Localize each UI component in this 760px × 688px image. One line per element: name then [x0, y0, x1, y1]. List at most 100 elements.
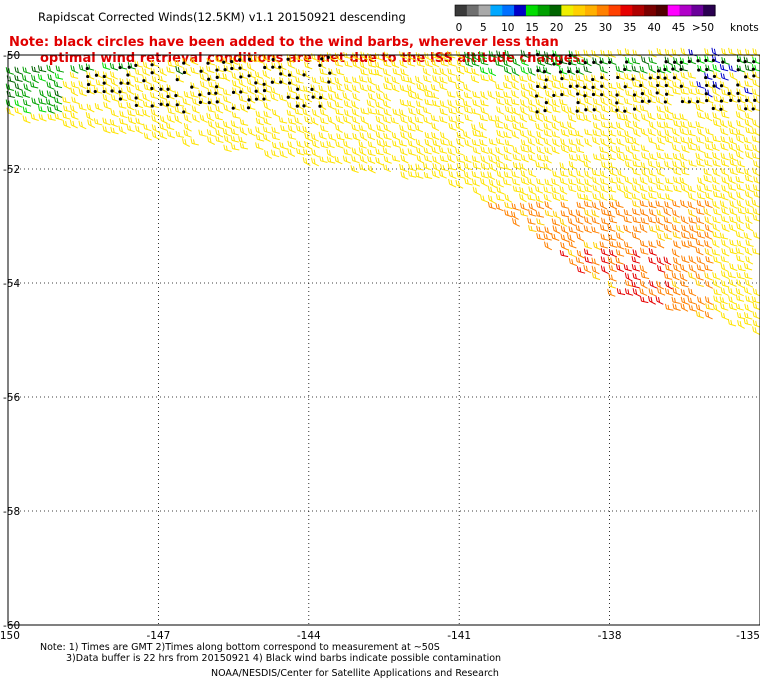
wind-barb [448, 139, 457, 149]
wind-barb [480, 146, 489, 154]
wind-barb [632, 249, 641, 258]
wind-barb [382, 100, 392, 109]
wind-barb [534, 185, 544, 194]
wind-barb [424, 138, 433, 148]
wind-barb [704, 136, 714, 143]
wind-barb [560, 129, 570, 137]
quality-flag-circle [672, 76, 677, 80]
wind-barb [624, 160, 634, 169]
wind-barb [592, 122, 602, 131]
quality-flag-circle [584, 108, 588, 112]
quality-flag-circle [615, 108, 619, 112]
wind-barb [695, 103, 704, 113]
wind-barb [688, 288, 697, 297]
wind-barb [576, 138, 585, 147]
wind-barb [728, 302, 738, 311]
wind-barb [544, 226, 553, 235]
wind-barb [528, 225, 537, 232]
quality-flag-circle [535, 110, 539, 114]
wind-barb [543, 129, 552, 138]
wind-barb [728, 295, 737, 305]
wind-barb [535, 122, 544, 132]
wind-barb [704, 231, 713, 240]
wind-barb [344, 132, 353, 140]
wind-barb [320, 117, 329, 125]
wind-barb [631, 281, 640, 289]
wind-barb [440, 59, 449, 67]
wind-barb [601, 161, 610, 170]
wind-barb [559, 169, 569, 177]
wind-barb [238, 94, 247, 103]
quality-flag-circle [560, 76, 564, 81]
wind-barb [647, 216, 657, 224]
wind-barb [631, 57, 641, 65]
wind-barb [456, 171, 465, 179]
wind-barb [151, 131, 160, 140]
quality-flag-circle [736, 68, 740, 72]
wind-barb [695, 272, 704, 281]
wind-barb [102, 94, 111, 103]
wind-barb [729, 71, 738, 81]
wind-barb [78, 64, 88, 72]
quality-flag-circle [166, 87, 170, 91]
quality-flag-circle [190, 85, 194, 89]
legend-swatch [466, 5, 480, 16]
wind-barb [382, 163, 392, 173]
wind-barb [681, 255, 690, 264]
wind-barb [472, 91, 481, 99]
wind-barb [254, 55, 264, 64]
wind-barb [648, 152, 658, 161]
wind-barb [262, 70, 271, 79]
wind-barb [535, 210, 545, 218]
wind-barb [367, 60, 377, 68]
wind-barb [607, 98, 616, 107]
wind-barb [680, 71, 689, 80]
wind-barb [287, 124, 296, 133]
wind-barb [255, 117, 265, 126]
wind-barb [382, 68, 391, 77]
wind-barb [215, 121, 224, 130]
wind-barb [696, 231, 706, 239]
legend-label: 15 [526, 22, 539, 34]
wind-barb [704, 240, 713, 249]
wind-barb [487, 194, 496, 204]
wind-barb [688, 304, 697, 312]
wind-barb [438, 170, 447, 179]
wind-barb [53, 80, 63, 89]
wind-barb [150, 91, 159, 100]
quality-flag-circle [705, 83, 709, 88]
wind-barb [38, 97, 47, 105]
wind-barb [655, 224, 664, 233]
wind-barb [494, 115, 504, 124]
legend-swatch [691, 5, 704, 16]
wind-barb [318, 84, 327, 93]
wind-barb [535, 113, 544, 122]
wind-barb [625, 89, 634, 97]
wind-barb [527, 129, 536, 138]
wind-barb [735, 111, 744, 121]
wind-barb [703, 184, 713, 192]
quality-flag-circle [215, 75, 219, 80]
wind-barb [591, 272, 601, 281]
wind-barb [311, 140, 320, 149]
wind-barb [239, 142, 249, 150]
quality-flag-circle [198, 93, 202, 97]
wind-barb [135, 109, 144, 117]
wind-barb [727, 287, 736, 296]
wind-barb [423, 116, 432, 125]
wind-barb [664, 129, 673, 139]
quality-flag-circle [736, 91, 740, 95]
quality-flag-circle [552, 62, 556, 66]
wind-barb [528, 82, 537, 92]
wind-barb [375, 148, 384, 156]
wind-barb [320, 141, 329, 149]
wind-barb [47, 113, 56, 121]
wind-barb [536, 218, 545, 226]
quality-flag-circle [238, 58, 242, 62]
quality-flag-circle [592, 108, 596, 112]
wind-barb [391, 76, 400, 85]
quality-flag-circle [542, 69, 547, 74]
wind-barb [560, 144, 569, 154]
wind-barb [456, 163, 465, 172]
wind-barb [439, 155, 449, 163]
